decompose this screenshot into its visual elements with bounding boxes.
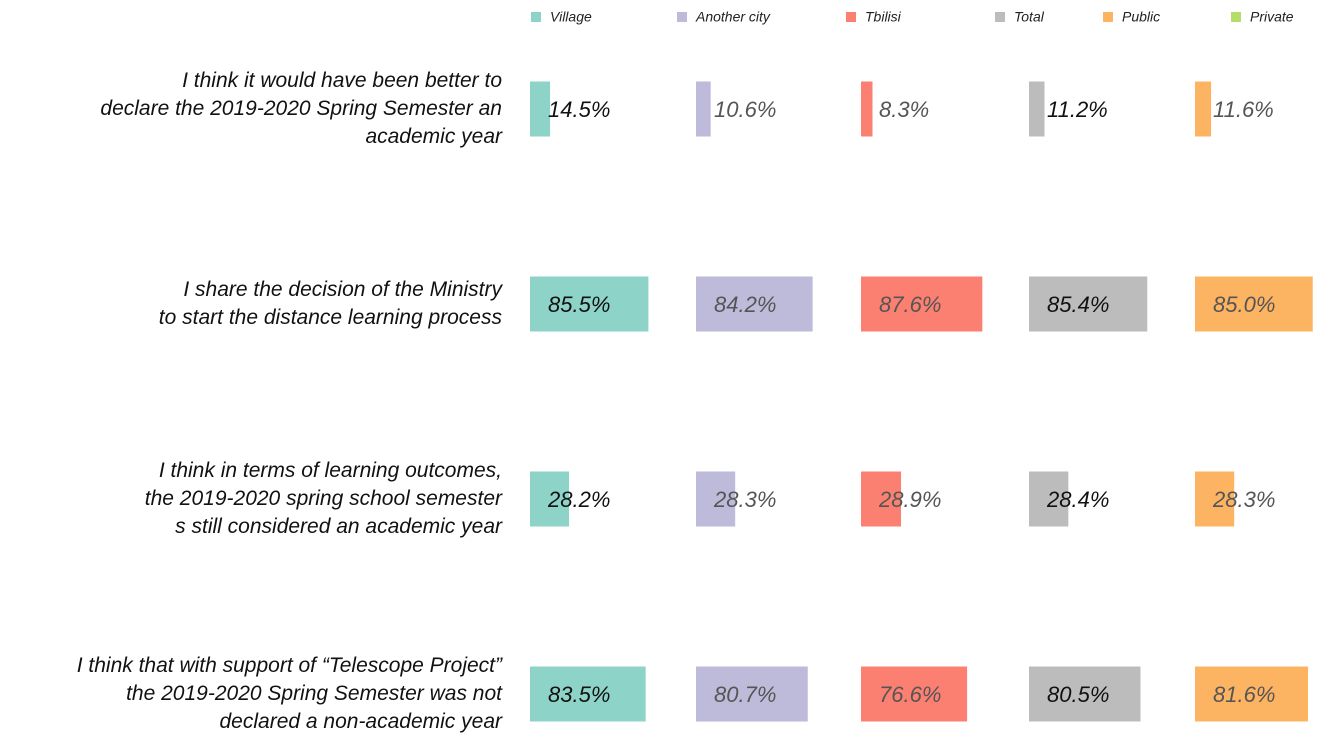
value-label: 81.6% [1213, 682, 1275, 707]
value-label: 8.3% [879, 97, 929, 122]
bar [530, 81, 551, 137]
value-label: 85.0% [1213, 292, 1275, 317]
bar [1195, 81, 1212, 137]
bar [530, 276, 649, 332]
legend-label: Public [1122, 9, 1160, 25]
bar [861, 471, 902, 527]
bar [696, 666, 808, 722]
category-label: I think that with support of “Telescope … [76, 654, 502, 733]
value-label: 85.4% [1047, 292, 1109, 317]
legend-label: Tbilisi [865, 9, 902, 25]
value-label: 10.6% [714, 97, 776, 122]
category-label: I share the decision of the Ministry to … [158, 278, 502, 329]
value-label: 28.3% [1212, 487, 1275, 512]
legend-swatch [846, 12, 856, 22]
legend-swatch [1231, 12, 1241, 22]
bar [530, 666, 646, 722]
bar [696, 276, 813, 332]
value-label: 28.9% [878, 487, 941, 512]
legend-swatch [677, 12, 687, 22]
legend-label: Total [1014, 9, 1045, 25]
bar [1195, 666, 1309, 722]
value-label: 11.2% [1047, 97, 1108, 122]
legend-label: Private [1250, 9, 1294, 25]
category-label: I think it would have been better to dec… [100, 69, 502, 148]
bar [1195, 471, 1235, 527]
value-label: 14.5% [548, 97, 610, 122]
value-label: 28.3% [713, 487, 776, 512]
bar [861, 666, 968, 722]
bar [1029, 666, 1141, 722]
bar [530, 471, 570, 527]
bar [696, 81, 711, 137]
value-label: 76.6% [879, 682, 941, 707]
bar [1029, 81, 1045, 137]
value-label: 28.2% [547, 487, 610, 512]
value-label: 85.5% [548, 292, 610, 317]
value-label: 28.4% [1046, 487, 1109, 512]
bar [1029, 471, 1069, 527]
bar [861, 276, 983, 332]
legend-label: Village [550, 9, 592, 25]
category-label: I think in terms of learning outcomes, t… [144, 459, 502, 538]
value-label: 87.6% [879, 292, 941, 317]
legend-swatch [531, 12, 541, 22]
bar [1195, 276, 1313, 332]
value-label: 84.2% [714, 292, 776, 317]
value-label: 80.5% [1047, 682, 1109, 707]
bar [696, 471, 736, 527]
value-label: 83.5% [548, 682, 610, 707]
legend-label: Another city [695, 9, 771, 25]
bar [1029, 276, 1148, 332]
value-label: 80.7% [714, 682, 776, 707]
legend-swatch [995, 12, 1005, 22]
value-label: 11.6% [1213, 97, 1274, 122]
bar [861, 81, 873, 137]
legend-swatch [1103, 12, 1113, 22]
